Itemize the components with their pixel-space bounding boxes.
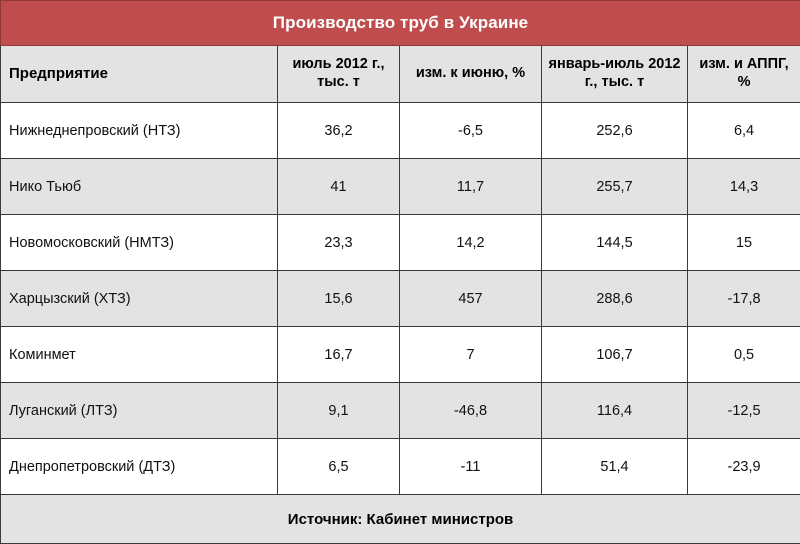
cell-change-vs-june: 457 — [400, 271, 542, 327]
cell-enterprise: Днепропетровский (ДТЗ) — [1, 439, 278, 495]
cell-enterprise: Нижнеднепровский (НТЗ) — [1, 103, 278, 159]
cell-jan-july-2012: 288,6 — [542, 271, 688, 327]
cell-jan-july-2012: 252,6 — [542, 103, 688, 159]
cell-change-yoy: -23,9 — [688, 439, 800, 495]
cell-jan-july-2012: 51,4 — [542, 439, 688, 495]
table-title-row: Производство труб в Украине — [1, 1, 800, 46]
cell-change-vs-june: -6,5 — [400, 103, 542, 159]
cell-change-vs-june: 11,7 — [400, 159, 542, 215]
table-row: Новомосковский (НМТЗ) 23,3 14,2 144,5 15 — [1, 215, 800, 271]
column-header-enterprise: Предприятие — [1, 46, 278, 103]
cell-july-2012: 36,2 — [278, 103, 400, 159]
table-row: Коминмет 16,7 7 106,7 0,5 — [1, 327, 800, 383]
cell-july-2012: 15,6 — [278, 271, 400, 327]
cell-enterprise: Луганский (ЛТЗ) — [1, 383, 278, 439]
table-source-note: Источник: Кабинет министров — [1, 495, 800, 544]
table-row: Нико Тьюб 41 11,7 255,7 14,3 — [1, 159, 800, 215]
cell-change-yoy: 0,5 — [688, 327, 800, 383]
cell-change-vs-june: -11 — [400, 439, 542, 495]
cell-jan-july-2012: 116,4 — [542, 383, 688, 439]
cell-july-2012: 23,3 — [278, 215, 400, 271]
cell-july-2012: 41 — [278, 159, 400, 215]
cell-enterprise: Нико Тьюб — [1, 159, 278, 215]
cell-july-2012: 6,5 — [278, 439, 400, 495]
cell-change-yoy: -12,5 — [688, 383, 800, 439]
cell-jan-july-2012: 106,7 — [542, 327, 688, 383]
column-header-jan-july-2012: январь-июль 2012 г., тыс. т — [542, 46, 688, 103]
table-row: Луганский (ЛТЗ) 9,1 -46,8 116,4 -12,5 — [1, 383, 800, 439]
cell-july-2012: 16,7 — [278, 327, 400, 383]
pipe-production-table-container: Производство труб в Украине Предприятие … — [0, 0, 800, 528]
column-header-change-vs-june: изм. к июню, % — [400, 46, 542, 103]
cell-change-yoy: 6,4 — [688, 103, 800, 159]
cell-jan-july-2012: 144,5 — [542, 215, 688, 271]
cell-change-yoy: -17,8 — [688, 271, 800, 327]
cell-change-yoy: 14,3 — [688, 159, 800, 215]
cell-enterprise: Коминмет — [1, 327, 278, 383]
cell-change-vs-june: 14,2 — [400, 215, 542, 271]
cell-change-vs-june: -46,8 — [400, 383, 542, 439]
table-row: Нижнеднепровский (НТЗ) 36,2 -6,5 252,6 6… — [1, 103, 800, 159]
cell-change-yoy: 15 — [688, 215, 800, 271]
cell-change-vs-june: 7 — [400, 327, 542, 383]
cell-july-2012: 9,1 — [278, 383, 400, 439]
table-row: Харцызский (ХТЗ) 15,6 457 288,6 -17,8 — [1, 271, 800, 327]
table-header-row: Предприятие июль 2012 г., тыс. т изм. к … — [1, 46, 800, 103]
table-footer-row: Источник: Кабинет министров — [1, 495, 800, 544]
table-row: Днепропетровский (ДТЗ) 6,5 -11 51,4 -23,… — [1, 439, 800, 495]
cell-enterprise: Харцызский (ХТЗ) — [1, 271, 278, 327]
column-header-july-2012: июль 2012 г., тыс. т — [278, 46, 400, 103]
table-title: Производство труб в Украине — [1, 1, 800, 46]
cell-jan-july-2012: 255,7 — [542, 159, 688, 215]
cell-enterprise: Новомосковский (НМТЗ) — [1, 215, 278, 271]
column-header-change-yoy: изм. и АППГ, % — [688, 46, 800, 103]
